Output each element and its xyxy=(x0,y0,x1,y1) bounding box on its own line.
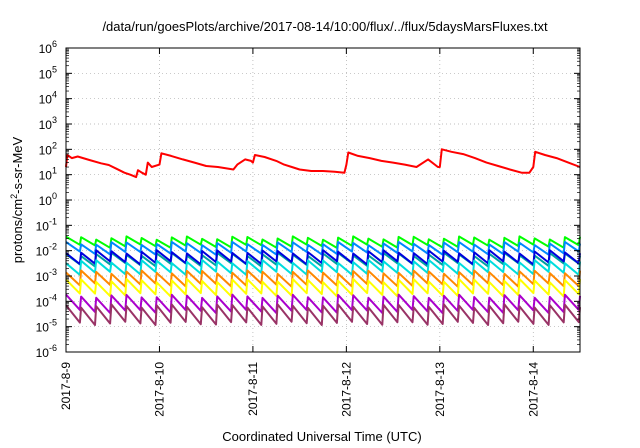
y-axis-ticks: 10-6 10-5 10-4 10-3 10-2 10-1 100 101 102 103 104 1… xyxy=(36,39,580,360)
x-axis-ticks: 2017-8-9 2017-8-10 2017-8-11 2017-8-12 2017-… xyxy=(59,48,540,417)
y-tick-label: 101 xyxy=(39,166,57,183)
chart-title: /data/run/goesPlots/archive/2017-08-14/1… xyxy=(102,19,548,34)
y-tick-label: 10-1 xyxy=(36,216,57,233)
y-axis-label: protons/cm2-s-sr-MeV xyxy=(9,136,25,263)
series-line-6 xyxy=(65,269,581,288)
y-tick-label: 105 xyxy=(39,64,57,81)
y-tick-label: 10-3 xyxy=(36,267,57,284)
series-group xyxy=(65,148,581,326)
series-line-4 xyxy=(65,249,581,266)
y-tick-label: 10-4 xyxy=(36,292,57,309)
series-line-9 xyxy=(65,303,581,326)
series-line-7 xyxy=(65,278,581,298)
series-line-5 xyxy=(65,259,581,276)
y-tick-label: 10-6 xyxy=(36,343,57,360)
y-tick-label: 100 xyxy=(39,191,57,208)
x-tick-label: 2017-8-12 xyxy=(339,362,353,417)
y-tick-label: 103 xyxy=(39,115,57,132)
y-tick-label: 10-2 xyxy=(36,242,57,259)
x-tick-label: 2017-8-9 xyxy=(59,362,73,410)
y-tick-label: 10-5 xyxy=(36,318,57,335)
x-tick-label: 2017-8-11 xyxy=(246,362,260,416)
x-axis-label: Coordinated Universal Time (UTC) xyxy=(222,429,421,444)
x-tick-label: 2017-8-13 xyxy=(433,362,447,417)
x-tick-label: 2017-8-10 xyxy=(152,362,166,417)
x-tick-label: 2017-8-14 xyxy=(526,362,540,417)
y-tick-label: 104 xyxy=(39,90,57,107)
y-tick-label: 106 xyxy=(39,39,57,56)
y-tick-label: 102 xyxy=(39,140,57,157)
series-line-0 xyxy=(65,148,581,179)
